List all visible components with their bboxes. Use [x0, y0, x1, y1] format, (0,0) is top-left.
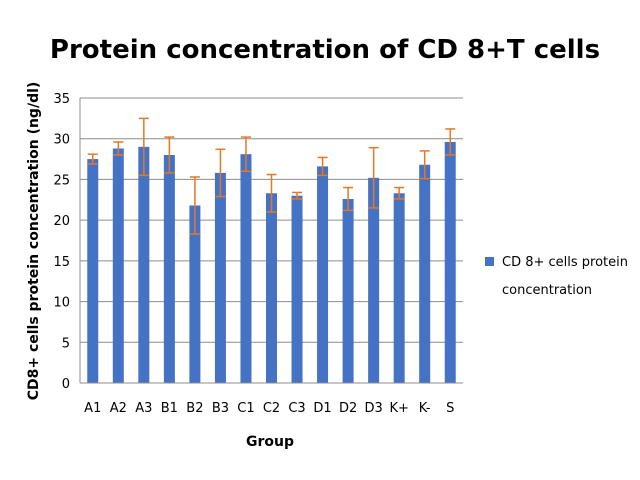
bar [138, 146, 150, 383]
x-tick-label: C3 [288, 401, 305, 416]
y-tick-labels: 0 5 10 15 20 25 30 35 [53, 92, 70, 392]
bar [112, 148, 124, 383]
y-tick-label: 10 [53, 296, 70, 311]
x-tick-label: B1 [161, 401, 178, 416]
y-tick-label: 30 [53, 133, 70, 148]
x-tick-label: A3 [135, 401, 152, 416]
legend: CD 8+ cells protein concentration [485, 255, 628, 298]
x-tick-label: D3 [364, 401, 382, 416]
axes [79, 98, 463, 384]
y-tick-label: 0 [62, 377, 70, 392]
x-tick-label: C2 [263, 401, 280, 416]
x-tick-label: A2 [110, 401, 127, 416]
x-tick-label: S [446, 401, 454, 416]
x-tick-label: K+ [389, 401, 408, 416]
x-tick-label: D2 [339, 401, 357, 416]
chart-title: Protein concentration of CD 8+T cells [50, 35, 600, 65]
bar [444, 141, 456, 383]
x-tick-label: A1 [84, 401, 101, 416]
x-axis-label: Group [246, 434, 294, 450]
bar [393, 193, 405, 383]
x-tick-label: K- [419, 401, 431, 416]
x-tick-label: C1 [237, 401, 254, 416]
bar [87, 159, 99, 383]
x-tick-labels: A1 A2 A3 B1 B2 B3 C1 C2 C3 D1 D2 D3 K+ K- S [84, 401, 454, 416]
bar [291, 195, 303, 383]
legend-label: CD 8+ cells protein concentration [502, 255, 628, 298]
y-axis-label: CD8+ cells protein concentration (ng/dl) [26, 82, 42, 401]
y-tick-label: 15 [53, 255, 70, 270]
x-tick-label: B2 [186, 401, 203, 416]
y-tick-label: 5 [62, 336, 70, 351]
y-tick-label: 20 [53, 214, 70, 229]
x-tick-label: B3 [212, 401, 229, 416]
bars [87, 141, 456, 383]
bar [317, 166, 329, 383]
bar [342, 198, 354, 383]
bar [419, 164, 431, 383]
legend-swatch [485, 257, 494, 266]
bar [214, 172, 226, 383]
bar [189, 205, 201, 383]
y-tick-label: 35 [53, 92, 70, 107]
x-tick-label: D1 [313, 401, 331, 416]
error-bars [87, 117, 456, 235]
bar [163, 155, 175, 383]
bar [368, 177, 380, 383]
y-tick-label: 25 [53, 173, 70, 188]
bar [240, 154, 252, 383]
bar [266, 193, 277, 383]
